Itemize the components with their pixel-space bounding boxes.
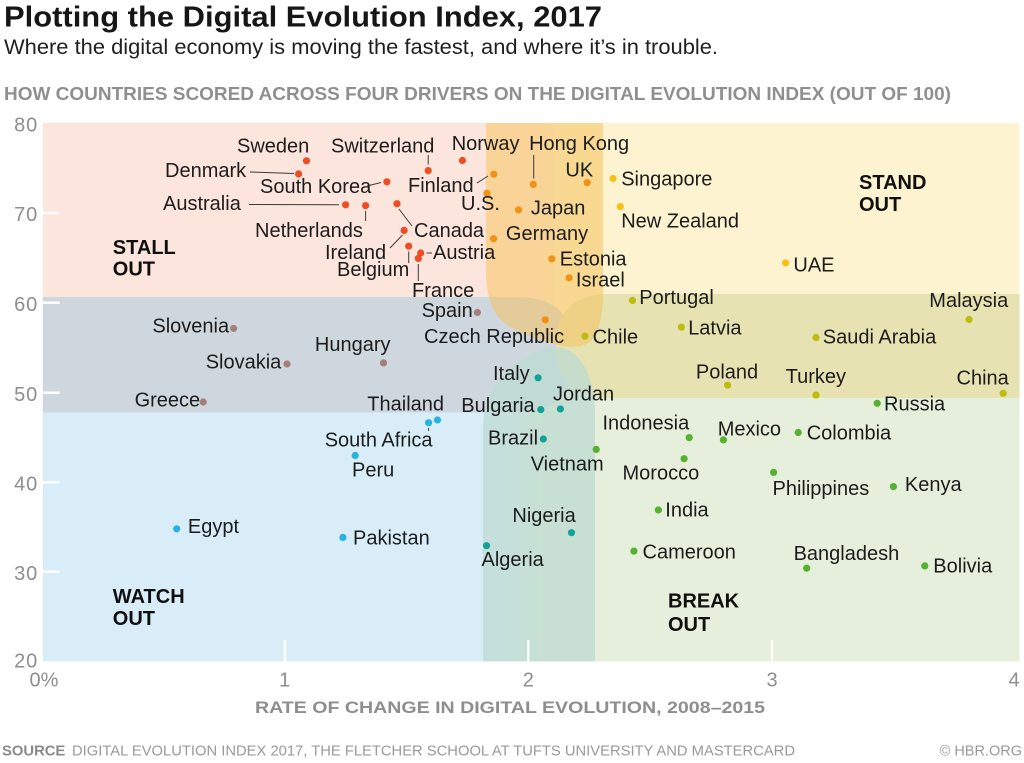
svg-text:Greece: Greece — [135, 390, 201, 412]
svg-text:WATCH: WATCH — [113, 586, 185, 608]
svg-text:SOURCE: SOURCE — [2, 744, 65, 760]
svg-text:Bangladesh: Bangladesh — [794, 543, 900, 565]
svg-text:STAND: STAND — [859, 172, 926, 194]
svg-text:HOW COUNTRIES SCORED ACROSS FO: HOW COUNTRIES SCORED ACROSS FOUR DRIVERS… — [4, 84, 951, 104]
svg-text:Poland: Poland — [696, 362, 758, 384]
svg-text:30: 30 — [14, 563, 38, 585]
svg-text:UAE: UAE — [793, 255, 834, 277]
svg-text:Jordan: Jordan — [553, 384, 614, 406]
svg-text:STALL: STALL — [113, 237, 176, 259]
svg-text:U.S.: U.S. — [461, 193, 500, 215]
svg-text:Plotting the Digital Evolution: Plotting the Digital Evolution Index, 20… — [4, 2, 602, 34]
svg-text:Algeria: Algeria — [482, 549, 545, 571]
svg-text:Israel: Israel — [576, 270, 625, 292]
svg-text:Saudi Arabia: Saudi Arabia — [823, 327, 937, 349]
svg-text:OUT: OUT — [859, 194, 901, 216]
svg-text:Russia: Russia — [884, 394, 946, 416]
svg-text:© HBR.ORG: © HBR.ORG — [940, 744, 1022, 760]
svg-text:4: 4 — [1008, 670, 1019, 692]
svg-text:India: India — [665, 500, 709, 522]
svg-text:DIGITAL EVOLUTION INDEX 2017,: DIGITAL EVOLUTION INDEX 2017, THE FLETCH… — [72, 744, 795, 760]
svg-text:South Africa: South Africa — [325, 430, 434, 452]
svg-text:Nigeria: Nigeria — [512, 505, 576, 527]
svg-text:Egypt: Egypt — [188, 516, 240, 538]
svg-text:0%: 0% — [30, 670, 59, 692]
svg-text:Canada: Canada — [414, 220, 485, 242]
svg-text:Philippines: Philippines — [773, 478, 870, 500]
svg-text:Vietnam: Vietnam — [531, 454, 604, 476]
svg-text:2: 2 — [523, 670, 534, 692]
svg-text:Hungary: Hungary — [315, 334, 391, 356]
svg-text:OUT: OUT — [668, 614, 710, 636]
svg-text:Switzerland: Switzerland — [331, 136, 434, 158]
svg-text:Spain: Spain — [422, 300, 473, 322]
svg-text:Australia: Australia — [163, 193, 242, 215]
svg-text:Czech Republic: Czech Republic — [424, 326, 564, 348]
svg-text:1: 1 — [279, 670, 290, 692]
svg-text:OUT: OUT — [113, 608, 155, 630]
svg-text:BREAK: BREAK — [668, 591, 740, 613]
svg-text:Singapore: Singapore — [621, 169, 712, 191]
svg-text:Ireland: Ireland — [325, 242, 386, 264]
svg-text:Japan: Japan — [531, 198, 586, 220]
svg-text:Pakistan: Pakistan — [353, 528, 430, 550]
svg-text:40: 40 — [14, 474, 38, 496]
svg-text:OUT: OUT — [113, 259, 155, 281]
svg-text:Malaysia: Malaysia — [929, 290, 1009, 312]
svg-text:Kenya: Kenya — [905, 474, 963, 496]
svg-text:South Korea: South Korea — [260, 176, 372, 198]
svg-text:Chile: Chile — [593, 327, 639, 349]
svg-text:Mexico: Mexico — [718, 419, 781, 441]
svg-text:Finland: Finland — [408, 175, 474, 197]
svg-text:Bolivia: Bolivia — [933, 556, 993, 578]
svg-text:China: China — [957, 368, 1010, 390]
svg-text:Portugal: Portugal — [639, 287, 714, 309]
svg-text:UK: UK — [565, 160, 593, 182]
svg-text:Norway: Norway — [452, 133, 520, 155]
svg-text:70: 70 — [14, 204, 38, 226]
svg-text:20: 20 — [14, 650, 38, 672]
svg-text:Italy: Italy — [493, 363, 530, 385]
svg-text:Indonesia: Indonesia — [603, 413, 691, 435]
svg-text:Where the digital economy is m: Where the digital economy is moving the … — [4, 35, 718, 59]
svg-text:Cameroon: Cameroon — [643, 542, 736, 564]
svg-text:Belgium: Belgium — [337, 259, 409, 281]
svg-text:Brazil: Brazil — [488, 428, 538, 450]
svg-text:Slovakia: Slovakia — [206, 352, 282, 374]
svg-text:Morocco: Morocco — [623, 463, 700, 485]
svg-text:Germany: Germany — [506, 223, 588, 245]
svg-text:Bulgaria: Bulgaria — [461, 395, 535, 417]
svg-text:RATE OF CHANGE IN DIGITAL EVOL: RATE OF CHANGE IN DIGITAL EVOLUTION, 200… — [255, 698, 765, 717]
svg-text:Peru: Peru — [352, 460, 394, 482]
svg-text:3: 3 — [766, 670, 777, 692]
svg-text:New Zealand: New Zealand — [621, 211, 739, 233]
svg-text:Slovenia: Slovenia — [152, 316, 230, 338]
svg-text:Hong Kong: Hong Kong — [529, 133, 629, 155]
svg-text:Latvia: Latvia — [688, 318, 742, 340]
svg-text:Austria: Austria — [433, 242, 496, 264]
svg-text:80: 80 — [14, 115, 38, 137]
svg-text:50: 50 — [14, 384, 38, 406]
svg-text:Thailand: Thailand — [367, 394, 444, 416]
svg-text:France: France — [412, 280, 474, 302]
svg-text:Turkey: Turkey — [786, 366, 846, 388]
svg-text:Sweden: Sweden — [237, 136, 309, 158]
svg-text:Estonia: Estonia — [560, 249, 628, 271]
svg-text:Colombia: Colombia — [807, 423, 892, 445]
svg-text:Netherlands: Netherlands — [255, 220, 363, 242]
svg-text:Denmark: Denmark — [165, 160, 247, 182]
svg-text:60: 60 — [14, 294, 38, 316]
